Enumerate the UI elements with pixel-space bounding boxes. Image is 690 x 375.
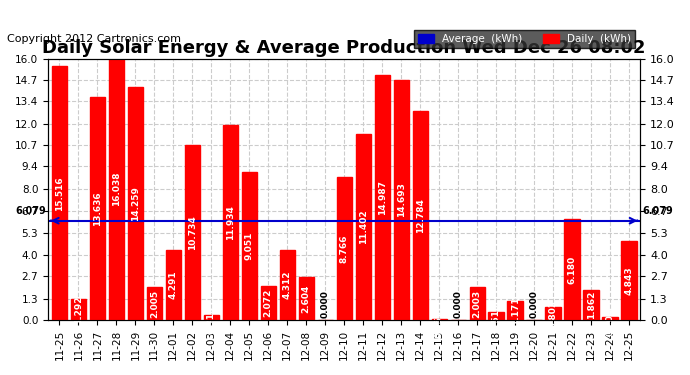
Bar [241,172,257,320]
Bar [546,307,561,320]
Text: 9.051: 9.051 [245,232,254,260]
Bar [489,312,504,320]
Text: 2.005: 2.005 [150,290,159,318]
Text: 0.053: 0.053 [435,310,444,338]
Text: 4.291: 4.291 [169,271,178,299]
Bar [337,177,352,320]
Text: 13.636: 13.636 [93,191,102,226]
Bar [393,80,408,320]
Text: 14.259: 14.259 [131,186,140,221]
Text: Copyright 2012 Cartronics.com: Copyright 2012 Cartronics.com [7,34,181,44]
Bar [431,319,446,320]
Bar [602,317,618,320]
Bar [375,75,390,320]
Bar [413,111,428,320]
Bar [128,87,143,320]
Text: 0.310: 0.310 [207,306,216,334]
Bar [299,278,314,320]
Title: Daily Solar Energy & Average Production Wed Dec 26 08:02: Daily Solar Energy & Average Production … [43,39,646,57]
Bar [261,286,276,320]
Text: 11.402: 11.402 [359,210,368,244]
Text: 4.312: 4.312 [283,270,292,299]
Text: 6.079: 6.079 [15,206,46,216]
Bar [109,58,124,320]
Text: 0.515: 0.515 [491,302,500,331]
Bar [507,301,523,320]
Text: 0.000: 0.000 [321,290,330,318]
Text: 0.000: 0.000 [529,290,539,318]
Text: 15.516: 15.516 [55,176,64,211]
Bar [90,97,105,320]
Bar [52,66,67,320]
Bar [469,287,484,320]
Text: 6.180: 6.180 [568,255,577,284]
Text: 1.171: 1.171 [511,296,520,325]
Text: 4.843: 4.843 [624,266,633,295]
Legend: Average  (kWh), Daily  (kWh): Average (kWh), Daily (kWh) [414,30,635,48]
Bar [584,290,599,320]
Text: 0.204: 0.204 [606,308,615,336]
Bar [185,145,200,320]
Text: 10.734: 10.734 [188,215,197,250]
Bar [622,241,637,320]
Bar [355,134,371,320]
Text: 11.934: 11.934 [226,205,235,240]
Bar [71,299,86,320]
Text: 2.003: 2.003 [473,290,482,318]
Text: 8.766: 8.766 [339,234,348,262]
Text: 2.604: 2.604 [302,285,310,313]
Text: 0.802: 0.802 [549,299,558,327]
Text: 14.987: 14.987 [377,180,386,215]
Text: 0.000: 0.000 [453,290,462,318]
Bar [204,315,219,320]
Text: 12.784: 12.784 [415,198,424,233]
Text: 6.079: 6.079 [642,206,673,216]
Text: 1.862: 1.862 [586,291,595,319]
Bar [147,287,162,320]
Text: 2.072: 2.072 [264,289,273,317]
Bar [166,250,181,320]
Text: 1.292: 1.292 [74,295,83,324]
Text: 14.693: 14.693 [397,183,406,218]
Bar [279,250,295,320]
Bar [223,125,238,320]
Bar [564,219,580,320]
Text: 16.038: 16.038 [112,172,121,206]
